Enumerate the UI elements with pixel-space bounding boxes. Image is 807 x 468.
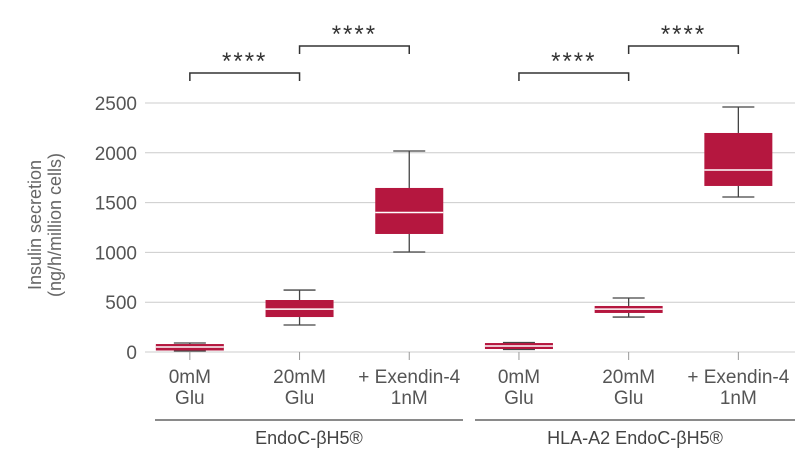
x-tick-label: + Exendin-4 1nM bbox=[358, 367, 461, 409]
y-tick-label: 0 bbox=[126, 343, 137, 364]
box bbox=[375, 187, 444, 234]
y-axis-label: Insulin secretion (ng/h/million cells) bbox=[25, 152, 65, 298]
x-tick-label: + Exendin-4 1nM bbox=[687, 367, 790, 409]
group-label: HLA-A2 EndoC-βH5® bbox=[547, 428, 723, 448]
x-tick-label: 0mM Glu bbox=[497, 367, 541, 409]
significance-label: **** bbox=[332, 21, 377, 48]
significance-bracket bbox=[627, 45, 740, 54]
y-tick-label: 2500 bbox=[95, 94, 137, 115]
significance-label: **** bbox=[661, 21, 706, 48]
significance-bracket bbox=[298, 45, 410, 54]
box bbox=[704, 132, 773, 186]
y-tick-label: 500 bbox=[105, 293, 137, 314]
significance-label: **** bbox=[222, 48, 267, 75]
y-tick-label: 2000 bbox=[95, 144, 137, 165]
y-tick-label: 1000 bbox=[95, 243, 137, 264]
significance-bracket bbox=[518, 72, 630, 81]
significance-label: **** bbox=[551, 48, 596, 75]
significance-bracket bbox=[189, 72, 301, 81]
x-tick-label: 20mM Glu bbox=[273, 367, 326, 409]
group-label: EndoC-βH5® bbox=[255, 428, 363, 448]
y-tick-label: 1500 bbox=[95, 194, 137, 215]
x-tick-label: 0mM Glu bbox=[168, 367, 211, 409]
x-tick-label: 20mM Glu bbox=[602, 367, 656, 409]
